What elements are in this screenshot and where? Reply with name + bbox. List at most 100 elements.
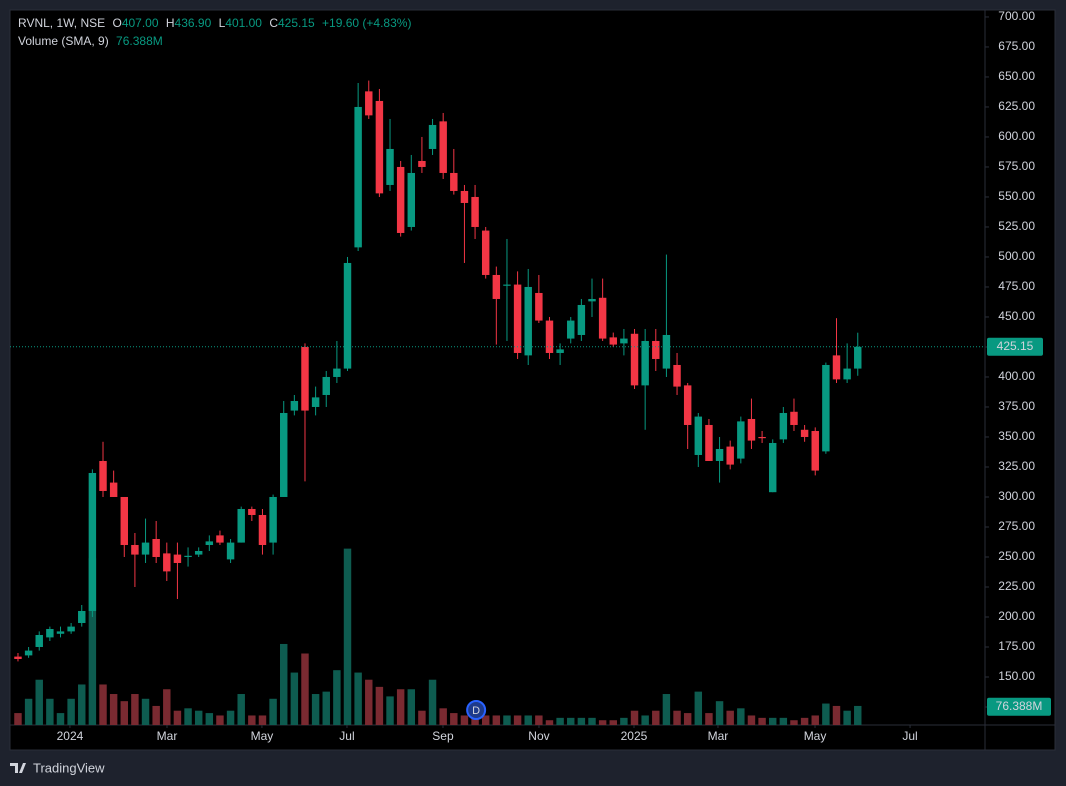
volume-bar	[567, 717, 575, 725]
candle-body	[184, 555, 192, 557]
y-tick-label: 450.00	[998, 309, 1035, 323]
candle-body	[311, 397, 320, 407]
candle-body	[609, 337, 617, 345]
candle-body	[418, 160, 426, 167]
candle-body	[269, 496, 277, 543]
volume-bar	[683, 713, 692, 725]
volume-bar	[237, 694, 245, 725]
volume-bar	[811, 715, 819, 725]
candle-body	[14, 656, 22, 659]
volume-bar	[598, 720, 607, 725]
candle-body	[843, 368, 851, 380]
volume-bar	[386, 696, 394, 725]
h-label: H	[166, 16, 175, 30]
volume-bar	[280, 643, 288, 725]
candle-body	[620, 338, 628, 344]
volume-bar	[396, 689, 405, 725]
volume-bar	[854, 705, 862, 725]
candle-body	[705, 424, 713, 461]
candle-body	[567, 320, 575, 339]
candle-body	[173, 554, 182, 563]
volume-bar	[418, 710, 426, 725]
x-tick-label: 2025	[621, 729, 648, 743]
volume-bar	[365, 679, 373, 725]
y-tick-label: 275.00	[998, 519, 1035, 533]
volume-bar	[758, 717, 766, 725]
candle-body	[131, 544, 139, 555]
volume-bar	[577, 717, 586, 725]
y-tick-label: 625.00	[998, 99, 1035, 113]
candle-body	[152, 538, 160, 557]
y-tick-label: 525.00	[998, 219, 1035, 233]
candle-body	[248, 508, 256, 515]
candle-body	[715, 448, 724, 461]
candle-body	[141, 542, 150, 555]
volume-bar	[481, 715, 490, 725]
candle-body	[205, 541, 214, 545]
brand-logo	[10, 763, 26, 773]
y-tick-label: 175.00	[998, 639, 1035, 653]
volume-bar	[311, 694, 320, 725]
volume-bar	[503, 715, 511, 725]
candle-body	[343, 262, 352, 369]
candle-body	[333, 368, 341, 377]
candle-body	[386, 148, 394, 185]
volume-bar	[588, 717, 596, 725]
candle-body	[758, 436, 766, 439]
volume-bar	[354, 672, 362, 725]
y-tick-label: 250.00	[998, 549, 1035, 563]
x-tick-label: Jul	[902, 729, 917, 743]
candle-body	[641, 340, 649, 386]
h-value: 436.90	[175, 16, 212, 30]
candle-body	[588, 298, 596, 302]
volume-bar	[768, 717, 777, 725]
y-tick-label: 700.00	[998, 9, 1035, 23]
volume-bar	[460, 715, 469, 725]
volume-bar	[747, 715, 756, 725]
candle-body	[673, 364, 681, 387]
volume-bar	[46, 698, 54, 725]
volume-bar	[737, 708, 745, 725]
volume-bar	[428, 679, 437, 725]
c-label: C	[269, 16, 278, 30]
candle-body	[258, 514, 267, 545]
volume-bar	[343, 548, 352, 725]
volume-bar	[779, 717, 788, 725]
candle-body	[790, 411, 798, 425]
x-tick-label: 2024	[57, 729, 84, 743]
volume-bar	[524, 715, 532, 725]
volume-sma-box	[987, 697, 1051, 716]
y-tick-label: 400.00	[998, 369, 1035, 383]
candle-body	[779, 412, 788, 440]
candle-body	[481, 230, 490, 275]
x-tick-label: Mar	[157, 729, 178, 743]
candle-body	[322, 376, 330, 395]
volume-bar	[673, 710, 681, 725]
plot: 125.00150.00175.00200.00225.00250.00275.…	[10, 9, 1051, 743]
candle-body	[524, 286, 532, 356]
change: +19.60 (+4.83%)	[322, 16, 411, 30]
volume-bar	[67, 698, 75, 725]
y-tick-label: 200.00	[998, 609, 1035, 623]
volume-bar	[439, 708, 447, 725]
candle-body	[301, 346, 309, 411]
candle-body	[747, 418, 756, 441]
volume-bar	[662, 694, 671, 725]
volume-bar	[790, 720, 798, 725]
candle-body	[46, 628, 54, 638]
volume-bar	[109, 694, 118, 725]
candle-body	[216, 535, 224, 543]
last-price-box	[987, 337, 1043, 356]
last-price-label: 425.15	[997, 339, 1034, 353]
volume-bar	[194, 710, 203, 725]
y-tick-label: 500.00	[998, 249, 1035, 263]
candle-body	[56, 631, 65, 634]
candle-body	[545, 320, 554, 353]
volume-bar	[705, 713, 713, 725]
volume-bar	[492, 715, 501, 725]
volume-bar	[141, 698, 150, 725]
x-tick-label: Mar	[708, 729, 729, 743]
dividend-marker	[466, 700, 487, 720]
volume-bar	[99, 684, 107, 725]
x-tick-label: Sep	[432, 729, 454, 743]
